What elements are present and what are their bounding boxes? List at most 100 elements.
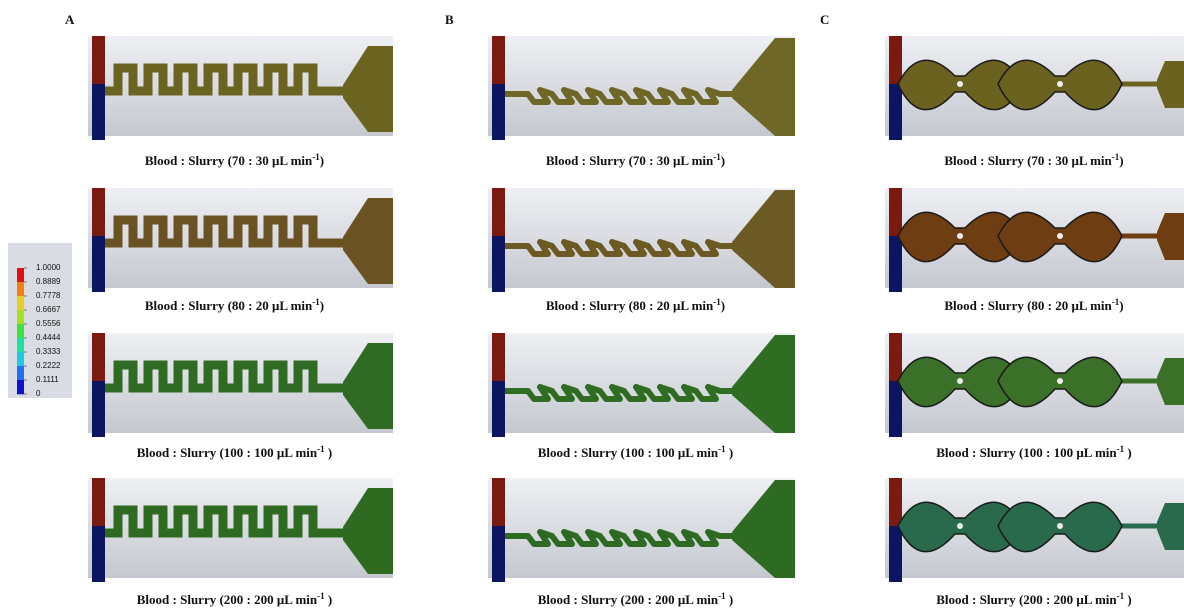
simulation-image xyxy=(88,188,393,292)
colorbar-label: 0.8889 xyxy=(36,277,61,286)
colorbar-label: 0.5556 xyxy=(36,319,61,328)
inlet-blood xyxy=(492,478,505,526)
inlet-blood xyxy=(889,478,902,526)
colorbar-label: 0.3333 xyxy=(36,347,61,356)
simulation-image xyxy=(488,333,795,437)
colorbar-segment xyxy=(17,352,24,366)
pillar xyxy=(957,378,963,384)
caption-text: Blood : Slurry (70 : 30 μL min xyxy=(145,153,313,168)
simulation-image xyxy=(488,478,795,582)
simulation-image xyxy=(885,188,1184,292)
caption-end: ) xyxy=(1119,153,1123,168)
caption-end: ) xyxy=(726,445,734,460)
caption: Blood : Slurry (70 : 30 μL min-1) xyxy=(944,152,1123,168)
inlet-blood xyxy=(92,478,105,526)
inlet-slurry xyxy=(889,381,902,437)
caption-end: ) xyxy=(1124,592,1132,607)
caption: Blood : Slurry (100 : 100 μL min-1 ) xyxy=(936,444,1131,460)
caption: Blood : Slurry (200 : 200 μL min-1 ) xyxy=(538,591,733,607)
colorbar-label: 0.6667 xyxy=(36,305,61,314)
simulation-image xyxy=(488,36,795,140)
caption: Blood : Slurry (200 : 200 μL min-1 ) xyxy=(137,591,332,607)
simulation-image xyxy=(88,333,393,437)
colorbar-label: 1.0000 xyxy=(36,263,61,272)
pillar xyxy=(957,523,963,529)
caption-end: ) xyxy=(1119,298,1123,313)
caption-text: Blood : Slurry (200 : 200 μL min xyxy=(936,592,1117,607)
panel-label: A xyxy=(65,12,75,27)
inlet-blood xyxy=(92,36,105,84)
inlet-blood xyxy=(92,333,105,381)
inlet-blood xyxy=(492,333,505,381)
colorbar-label: 0.2222 xyxy=(36,361,61,370)
pillar xyxy=(1057,81,1063,87)
simulation-image xyxy=(885,36,1184,140)
inlet-slurry xyxy=(92,526,105,582)
caption-text: Blood : Slurry (70 : 30 μL min xyxy=(944,153,1112,168)
inlet-slurry xyxy=(889,84,902,140)
inlet-slurry xyxy=(92,236,105,292)
simulation-image xyxy=(885,333,1184,437)
colorbar-label: 0 xyxy=(36,389,41,398)
caption-end: ) xyxy=(1124,445,1132,460)
inlet-slurry xyxy=(92,381,105,437)
caption-text: Blood : Slurry (80 : 20 μL min xyxy=(145,298,313,313)
inlet-slurry xyxy=(492,526,505,582)
caption: Blood : Slurry (80 : 20 μL min-1) xyxy=(546,297,725,313)
caption: Blood : Slurry (200 : 200 μL min-1 ) xyxy=(936,591,1131,607)
caption-end: ) xyxy=(325,592,333,607)
inlet-slurry xyxy=(492,84,505,140)
colorbar-segment xyxy=(17,268,24,282)
simulation-image xyxy=(488,188,795,292)
pillar xyxy=(1057,378,1063,384)
colorbar-label: 0.7778 xyxy=(36,291,61,300)
colorbar-segment xyxy=(17,366,24,380)
caption-text: Blood : Slurry (80 : 20 μL min xyxy=(546,298,714,313)
colorbar-segment xyxy=(17,310,24,324)
simulation-image xyxy=(88,478,393,582)
inlet-slurry xyxy=(889,526,902,582)
caption-end: ) xyxy=(325,445,333,460)
caption-text: Blood : Slurry (100 : 100 μL min xyxy=(936,445,1117,460)
panel-label: B xyxy=(445,12,454,27)
colorbar-segment xyxy=(17,380,24,394)
colorbar-segment xyxy=(17,282,24,296)
caption-end: ) xyxy=(721,298,725,313)
colorbar-segment xyxy=(17,338,24,352)
inlet-blood xyxy=(492,188,505,236)
inlet-slurry xyxy=(492,381,505,437)
caption-text: Blood : Slurry (100 : 100 μL min xyxy=(538,445,719,460)
inlet-slurry xyxy=(492,236,505,292)
figure: ABlood : Slurry (70 : 30 μL min-1)Blood … xyxy=(0,0,1184,612)
inlet-blood xyxy=(92,188,105,236)
caption-text: Blood : Slurry (80 : 20 μL min xyxy=(944,298,1112,313)
inlet-blood xyxy=(889,333,902,381)
colorbar-segment xyxy=(17,296,24,310)
caption-end: ) xyxy=(726,592,734,607)
simulation-image xyxy=(885,478,1184,582)
simulation-image xyxy=(88,36,393,140)
caption: Blood : Slurry (80 : 20 μL min-1) xyxy=(944,297,1123,313)
inlet-blood xyxy=(889,36,902,84)
pillar xyxy=(1057,233,1063,239)
caption: Blood : Slurry (100 : 100 μL min-1 ) xyxy=(137,444,332,460)
inlet-slurry xyxy=(92,84,105,140)
pillar xyxy=(957,81,963,87)
caption-text: Blood : Slurry (100 : 100 μL min xyxy=(137,445,318,460)
caption: Blood : Slurry (100 : 100 μL min-1 ) xyxy=(538,444,733,460)
caption: Blood : Slurry (80 : 20 μL min-1) xyxy=(145,297,324,313)
colorbar-segment xyxy=(17,324,24,338)
inlet-slurry xyxy=(889,236,902,292)
caption: Blood : Slurry (70 : 30 μL min-1) xyxy=(145,152,324,168)
colorbar-label: 0.4444 xyxy=(36,333,61,342)
caption-text: Blood : Slurry (200 : 200 μL min xyxy=(137,592,318,607)
inlet-blood xyxy=(889,188,902,236)
caption: Blood : Slurry (70 : 30 μL min-1) xyxy=(546,152,725,168)
pillar xyxy=(957,233,963,239)
caption-text: Blood : Slurry (200 : 200 μL min xyxy=(538,592,719,607)
caption-end: ) xyxy=(721,153,725,168)
caption-text: Blood : Slurry (70 : 30 μL min xyxy=(546,153,714,168)
caption-end: ) xyxy=(320,153,324,168)
panel-label: C xyxy=(820,12,829,27)
pillar xyxy=(1057,523,1063,529)
